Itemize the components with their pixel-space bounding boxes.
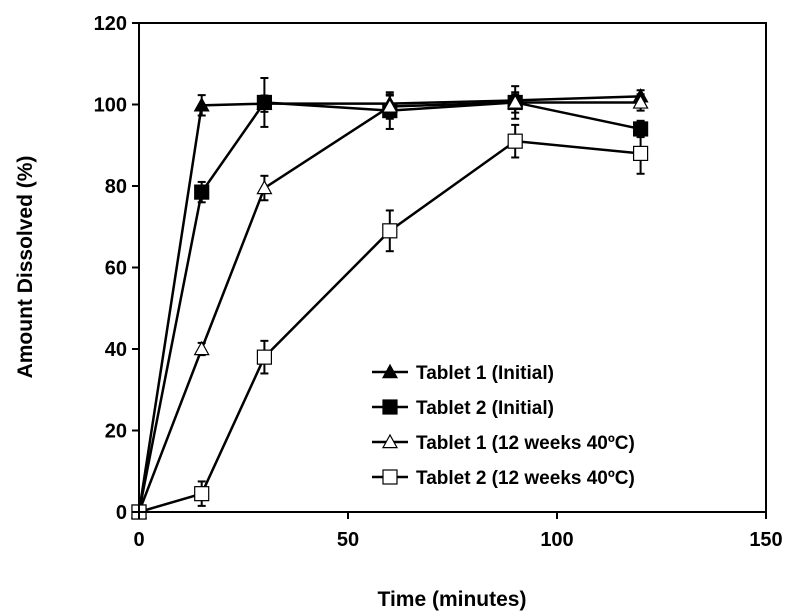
data-point — [256, 349, 272, 365]
x-axis-title: Time (minutes) — [378, 588, 527, 611]
legend-label: Tablet 2 (Initial) — [416, 398, 554, 419]
series-line — [137, 101, 641, 513]
y-tick-label: 100 — [94, 95, 127, 117]
data-point — [193, 340, 210, 356]
data-point — [632, 94, 649, 109]
data-point — [256, 94, 272, 111]
data-point — [507, 133, 523, 149]
series-line — [137, 101, 641, 513]
series-line — [138, 139, 641, 514]
data-point — [632, 145, 649, 161]
legend-label: Tablet 2 (12 weeks 40ºC) — [416, 468, 635, 489]
legend-marker — [381, 433, 399, 449]
y-tick-label: 60 — [105, 258, 127, 280]
y-tick-label: 0 — [116, 502, 127, 524]
legend-marker — [381, 363, 399, 379]
y-tick-label: 40 — [105, 339, 127, 361]
series-4 — [131, 123, 649, 520]
y-tick-label: 80 — [105, 176, 127, 198]
y-tick-label: 120 — [94, 13, 127, 35]
series-3 — [130, 91, 649, 519]
y-tick-label: 20 — [105, 421, 127, 443]
data-point — [382, 223, 398, 239]
y-axis-title: Amount Dissolved (%) — [14, 156, 37, 379]
legend-label: Tablet 1 (12 weeks 40ºC) — [416, 433, 635, 454]
series-line — [137, 95, 641, 513]
data-point — [507, 94, 524, 109]
legend-entry: Tablet 2 (Initial) — [372, 398, 554, 419]
data-point — [381, 98, 398, 113]
x-tick-label: 50 — [337, 529, 359, 551]
x-tick-label: 100 — [540, 529, 573, 551]
x-tick-label: 150 — [749, 529, 782, 551]
data-point — [194, 184, 210, 200]
legend-entry: Tablet 1 (12 weeks 40ºC) — [372, 433, 635, 454]
legend-marker — [382, 469, 398, 485]
plot-marks — [130, 77, 649, 520]
legend-label: Tablet 1 (Initial) — [416, 363, 554, 384]
axis-ticks: 0 50 100 150 0 20 40 60 80 100 120 — [94, 13, 783, 551]
legend-entry: Tablet 2 (12 weeks 40ºC) — [372, 468, 635, 489]
data-point — [194, 486, 210, 502]
data-point — [256, 179, 273, 195]
legend-entry: Tablet 1 (Initial) — [372, 363, 554, 384]
legend: Tablet 1 (Initial) Tablet 2 (Initial) Tabl… — [372, 363, 635, 489]
legend-marker — [382, 399, 398, 415]
data-point — [193, 97, 210, 112]
x-tick-label: 0 — [133, 529, 144, 551]
